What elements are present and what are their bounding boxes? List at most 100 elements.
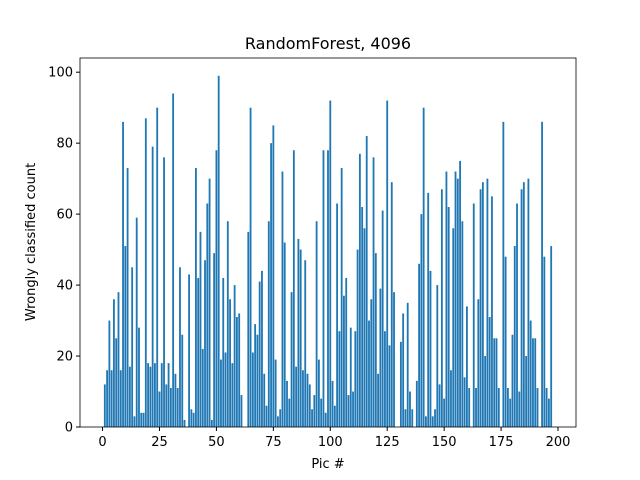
x-tick-label: 125 <box>375 435 400 450</box>
bar <box>481 182 484 427</box>
bar <box>404 409 407 427</box>
bar <box>288 398 291 427</box>
bar <box>295 366 298 427</box>
bar <box>106 370 109 427</box>
bar <box>504 256 507 427</box>
bar <box>154 363 156 427</box>
bar <box>384 331 386 427</box>
bar <box>133 416 136 427</box>
bar <box>222 277 225 427</box>
bar <box>338 331 341 427</box>
bar <box>543 256 546 427</box>
bar <box>454 171 457 427</box>
bar <box>445 171 448 427</box>
bar <box>286 380 288 427</box>
bar <box>486 178 489 427</box>
bar <box>545 387 548 427</box>
bar <box>529 320 532 427</box>
bar <box>231 363 234 427</box>
bar <box>122 121 124 427</box>
bar <box>276 416 279 427</box>
bar <box>447 207 450 427</box>
bar <box>333 405 336 427</box>
bar <box>518 391 521 427</box>
bar <box>340 167 343 427</box>
bar <box>420 214 423 427</box>
bar <box>368 320 370 427</box>
bar <box>302 370 304 427</box>
bar <box>124 246 127 427</box>
bar <box>361 207 364 427</box>
bar <box>320 398 323 427</box>
bar <box>283 242 286 427</box>
bar <box>525 356 528 427</box>
bar <box>532 338 534 427</box>
bar <box>459 160 461 427</box>
bar <box>235 317 238 427</box>
y-tick-label: 40 <box>56 279 73 294</box>
bar <box>169 387 172 427</box>
bar <box>468 387 471 427</box>
bar <box>466 306 468 427</box>
bar <box>484 356 487 427</box>
bar <box>192 412 195 427</box>
bar <box>461 221 464 427</box>
y-tick-label: 20 <box>56 350 73 365</box>
x-tick-label: 50 <box>208 435 225 450</box>
bar <box>119 370 122 427</box>
bar <box>452 228 455 427</box>
x-tick-label: 75 <box>265 435 282 450</box>
bar <box>431 416 434 427</box>
bar <box>402 313 405 427</box>
bar <box>249 107 252 427</box>
bar <box>201 348 204 427</box>
bar <box>206 203 209 427</box>
bar <box>386 100 389 428</box>
bar <box>199 231 202 427</box>
bar <box>488 317 491 427</box>
bar <box>393 292 395 427</box>
bar <box>263 373 266 427</box>
bar <box>233 285 236 427</box>
bar <box>158 391 161 427</box>
bar <box>390 182 393 427</box>
bar <box>381 210 384 427</box>
bar <box>493 338 496 427</box>
bar <box>163 157 165 427</box>
bar <box>172 93 175 427</box>
bar <box>438 384 441 427</box>
bar <box>477 299 480 427</box>
bar <box>440 189 443 427</box>
bar <box>329 100 332 428</box>
x-axis-label: Pic # <box>311 457 344 472</box>
bar <box>527 178 530 427</box>
bar <box>456 178 459 427</box>
bar <box>115 338 118 427</box>
bar <box>541 121 543 427</box>
bar <box>406 302 409 427</box>
bar <box>108 320 111 427</box>
bar <box>128 366 131 427</box>
bar <box>363 228 366 427</box>
bar <box>204 260 206 427</box>
bar <box>450 370 452 427</box>
bar <box>536 387 539 427</box>
bar <box>472 203 475 427</box>
bar <box>409 391 411 427</box>
x-tick-label: 100 <box>318 435 343 450</box>
bar <box>322 150 325 427</box>
bar <box>281 171 284 427</box>
bar <box>516 203 518 427</box>
x-tick-label: 25 <box>151 435 168 450</box>
bar <box>210 419 213 427</box>
bar <box>140 412 143 427</box>
bar <box>238 313 241 427</box>
y-axis-label: Wrongly classified count <box>24 163 39 321</box>
bar <box>311 409 313 427</box>
bar <box>113 299 115 427</box>
bar <box>411 409 414 427</box>
bar <box>365 136 368 428</box>
bar <box>306 373 309 427</box>
bar <box>547 398 550 427</box>
